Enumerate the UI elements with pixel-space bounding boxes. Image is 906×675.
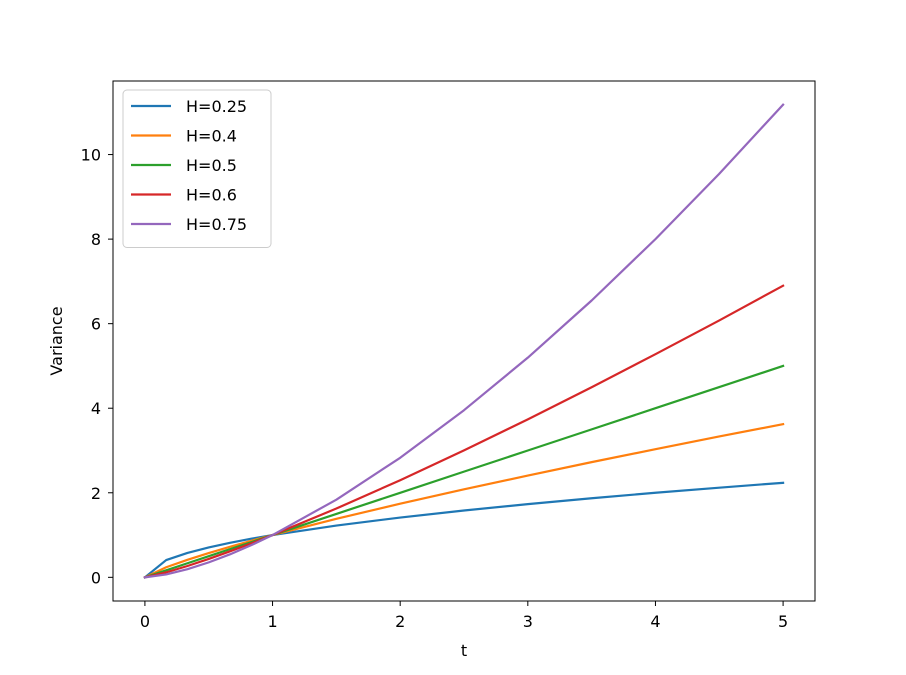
series-line-H=0.6 [143, 284, 785, 579]
x-tick-label: 1 [267, 612, 277, 631]
y-tick-label: 0 [91, 568, 101, 587]
y-tick-label: 2 [91, 484, 101, 503]
series-line-H=0.5 [143, 364, 785, 579]
series-line-H=0.25 [143, 481, 785, 579]
series-layer [143, 103, 785, 579]
series-line-H=0.4 [143, 422, 785, 579]
legend-label: H=0.4 [186, 127, 237, 146]
y-tick-label: 4 [91, 399, 101, 418]
legend-label: H=0.5 [186, 156, 237, 175]
x-axis: 0 1 2 3 4 5 [140, 601, 788, 631]
x-tick-label: 3 [523, 612, 533, 631]
x-tick-label: 2 [395, 612, 405, 631]
y-axis: 0 2 4 6 8 10 [81, 146, 113, 587]
legend-label: H=0.75 [186, 215, 247, 234]
legend-label: H=0.25 [186, 97, 247, 116]
legend: H=0.25 H=0.4 H=0.5 H=0.6 H=0.75 [122, 89, 272, 248]
x-tick-label: 0 [140, 612, 150, 631]
series-line-H=0.75 [143, 103, 785, 579]
x-tick-label: 4 [650, 612, 660, 631]
y-tick-label: 10 [81, 146, 101, 165]
y-tick-label: 6 [91, 315, 101, 334]
x-tick-label: 5 [778, 612, 788, 631]
legend-box [122, 89, 272, 248]
y-axis-label: Variance [47, 306, 66, 375]
x-axis-label: t [461, 641, 467, 660]
legend-label: H=0.6 [186, 186, 237, 205]
plot-frame [112, 80, 816, 602]
y-tick-label: 8 [91, 230, 101, 249]
